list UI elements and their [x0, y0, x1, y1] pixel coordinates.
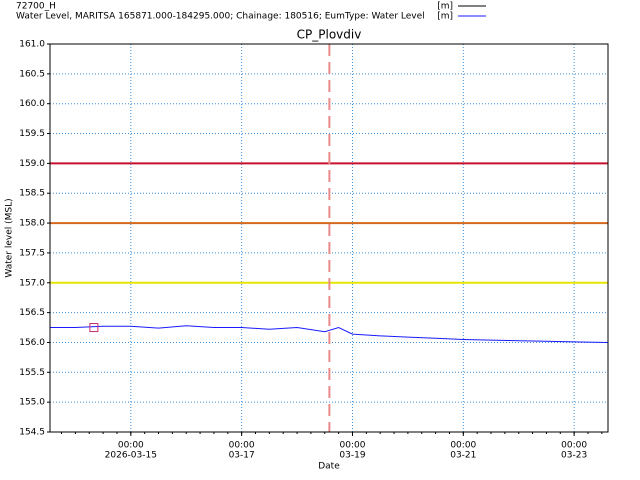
x-tick-label: 03-19: [339, 451, 365, 461]
legend-unit: [m]: [437, 12, 453, 22]
x-tick-label: 00:00: [229, 441, 255, 451]
y-tick-label: 161.0: [19, 40, 45, 50]
legend-unit: [m]: [437, 2, 453, 12]
y-tick-label: 154.5: [19, 428, 45, 438]
y-tick-label: 158.5: [19, 189, 45, 199]
plot-frame: [49, 43, 609, 433]
x-tick-label: 2026-03-15: [105, 451, 157, 461]
x-tick-label: 03-23: [561, 451, 587, 461]
x-tick-label: 03-21: [450, 451, 476, 461]
y-tick-label: 158.0: [19, 219, 45, 229]
y-tick-label: 160.0: [19, 99, 45, 109]
y-tick-label: 156.5: [19, 308, 45, 318]
x-tick-label: 00:00: [118, 441, 144, 451]
y-tick-label: 160.5: [19, 69, 45, 79]
y-tick-label: 157.0: [19, 278, 45, 288]
y-tick-label: 159.0: [19, 159, 45, 169]
x-tick-label: 00:00: [450, 441, 476, 451]
x-tick-label: 03-17: [229, 451, 255, 461]
y-tick-label: 159.5: [19, 129, 45, 139]
y-tick-label: 155.0: [19, 398, 45, 408]
x-tick-label: 00:00: [561, 441, 587, 451]
series-line: [50, 325, 609, 343]
y-axis-label: Water level (MSL): [5, 198, 15, 277]
legend-label: 72700_H: [16, 2, 56, 12]
chart-title: CP_Plovdiv: [297, 28, 362, 42]
x-axis-label: Date: [318, 462, 340, 472]
y-tick-label: 155.5: [19, 368, 45, 378]
y-tick-label: 156.0: [19, 338, 45, 348]
point-marker: [89, 323, 99, 333]
x-tick-label: 00:00: [340, 441, 366, 451]
legend-label: Water Level, MARITSA 165871.000-184295.0…: [16, 12, 425, 22]
y-tick-label: 157.5: [19, 248, 45, 258]
